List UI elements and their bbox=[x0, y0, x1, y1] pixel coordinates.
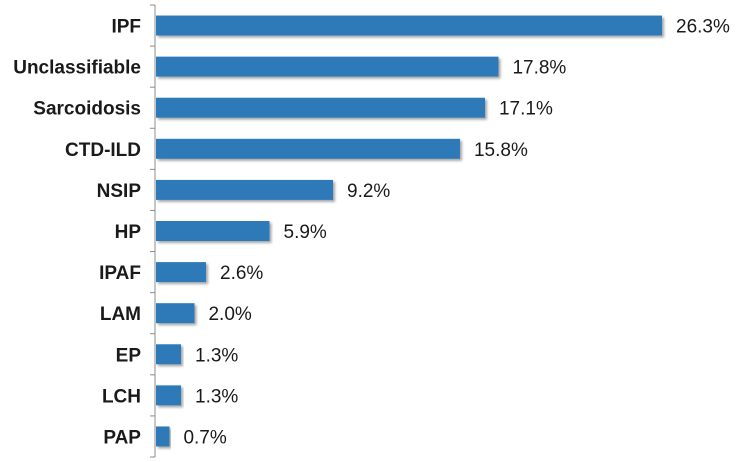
bar-pap bbox=[156, 426, 170, 447]
data-label: 5.9% bbox=[284, 222, 327, 243]
category-label: LCH bbox=[102, 386, 141, 407]
data-label: 1.3% bbox=[195, 386, 238, 407]
bar-sarcoidosis bbox=[156, 97, 485, 118]
data-label: 26.3% bbox=[676, 17, 730, 38]
bar-lch bbox=[156, 385, 182, 406]
category-label: PAP bbox=[103, 427, 141, 448]
data-label: 2.6% bbox=[220, 263, 263, 284]
data-label: 9.2% bbox=[347, 181, 390, 202]
bar-nsip bbox=[156, 179, 334, 200]
bar-ipf bbox=[156, 15, 662, 36]
bar-unclassifiable bbox=[156, 56, 499, 77]
category-label: HP bbox=[115, 222, 142, 243]
category-label: IPAF bbox=[99, 263, 141, 284]
bar-lam bbox=[156, 303, 195, 324]
data-label: 17.8% bbox=[512, 58, 566, 79]
bar-ctd-ild bbox=[156, 138, 460, 159]
category-label: LAM bbox=[100, 304, 141, 325]
data-label: 15.8% bbox=[474, 140, 528, 161]
data-label: 2.0% bbox=[208, 304, 251, 325]
bar-ep bbox=[156, 344, 182, 365]
data-label: 17.1% bbox=[499, 99, 553, 120]
category-label: IPF bbox=[111, 17, 141, 38]
data-label: 1.3% bbox=[195, 345, 238, 366]
category-label: EP bbox=[116, 345, 142, 366]
bar-ipaf bbox=[156, 262, 207, 283]
category-label: CTD-ILD bbox=[65, 140, 141, 161]
category-label: NSIP bbox=[97, 181, 142, 202]
category-label: Sarcoidosis bbox=[33, 99, 141, 120]
data-label: 0.7% bbox=[183, 427, 226, 448]
bar-hp bbox=[156, 221, 270, 241]
category-label: Unclassifiable bbox=[13, 58, 141, 79]
